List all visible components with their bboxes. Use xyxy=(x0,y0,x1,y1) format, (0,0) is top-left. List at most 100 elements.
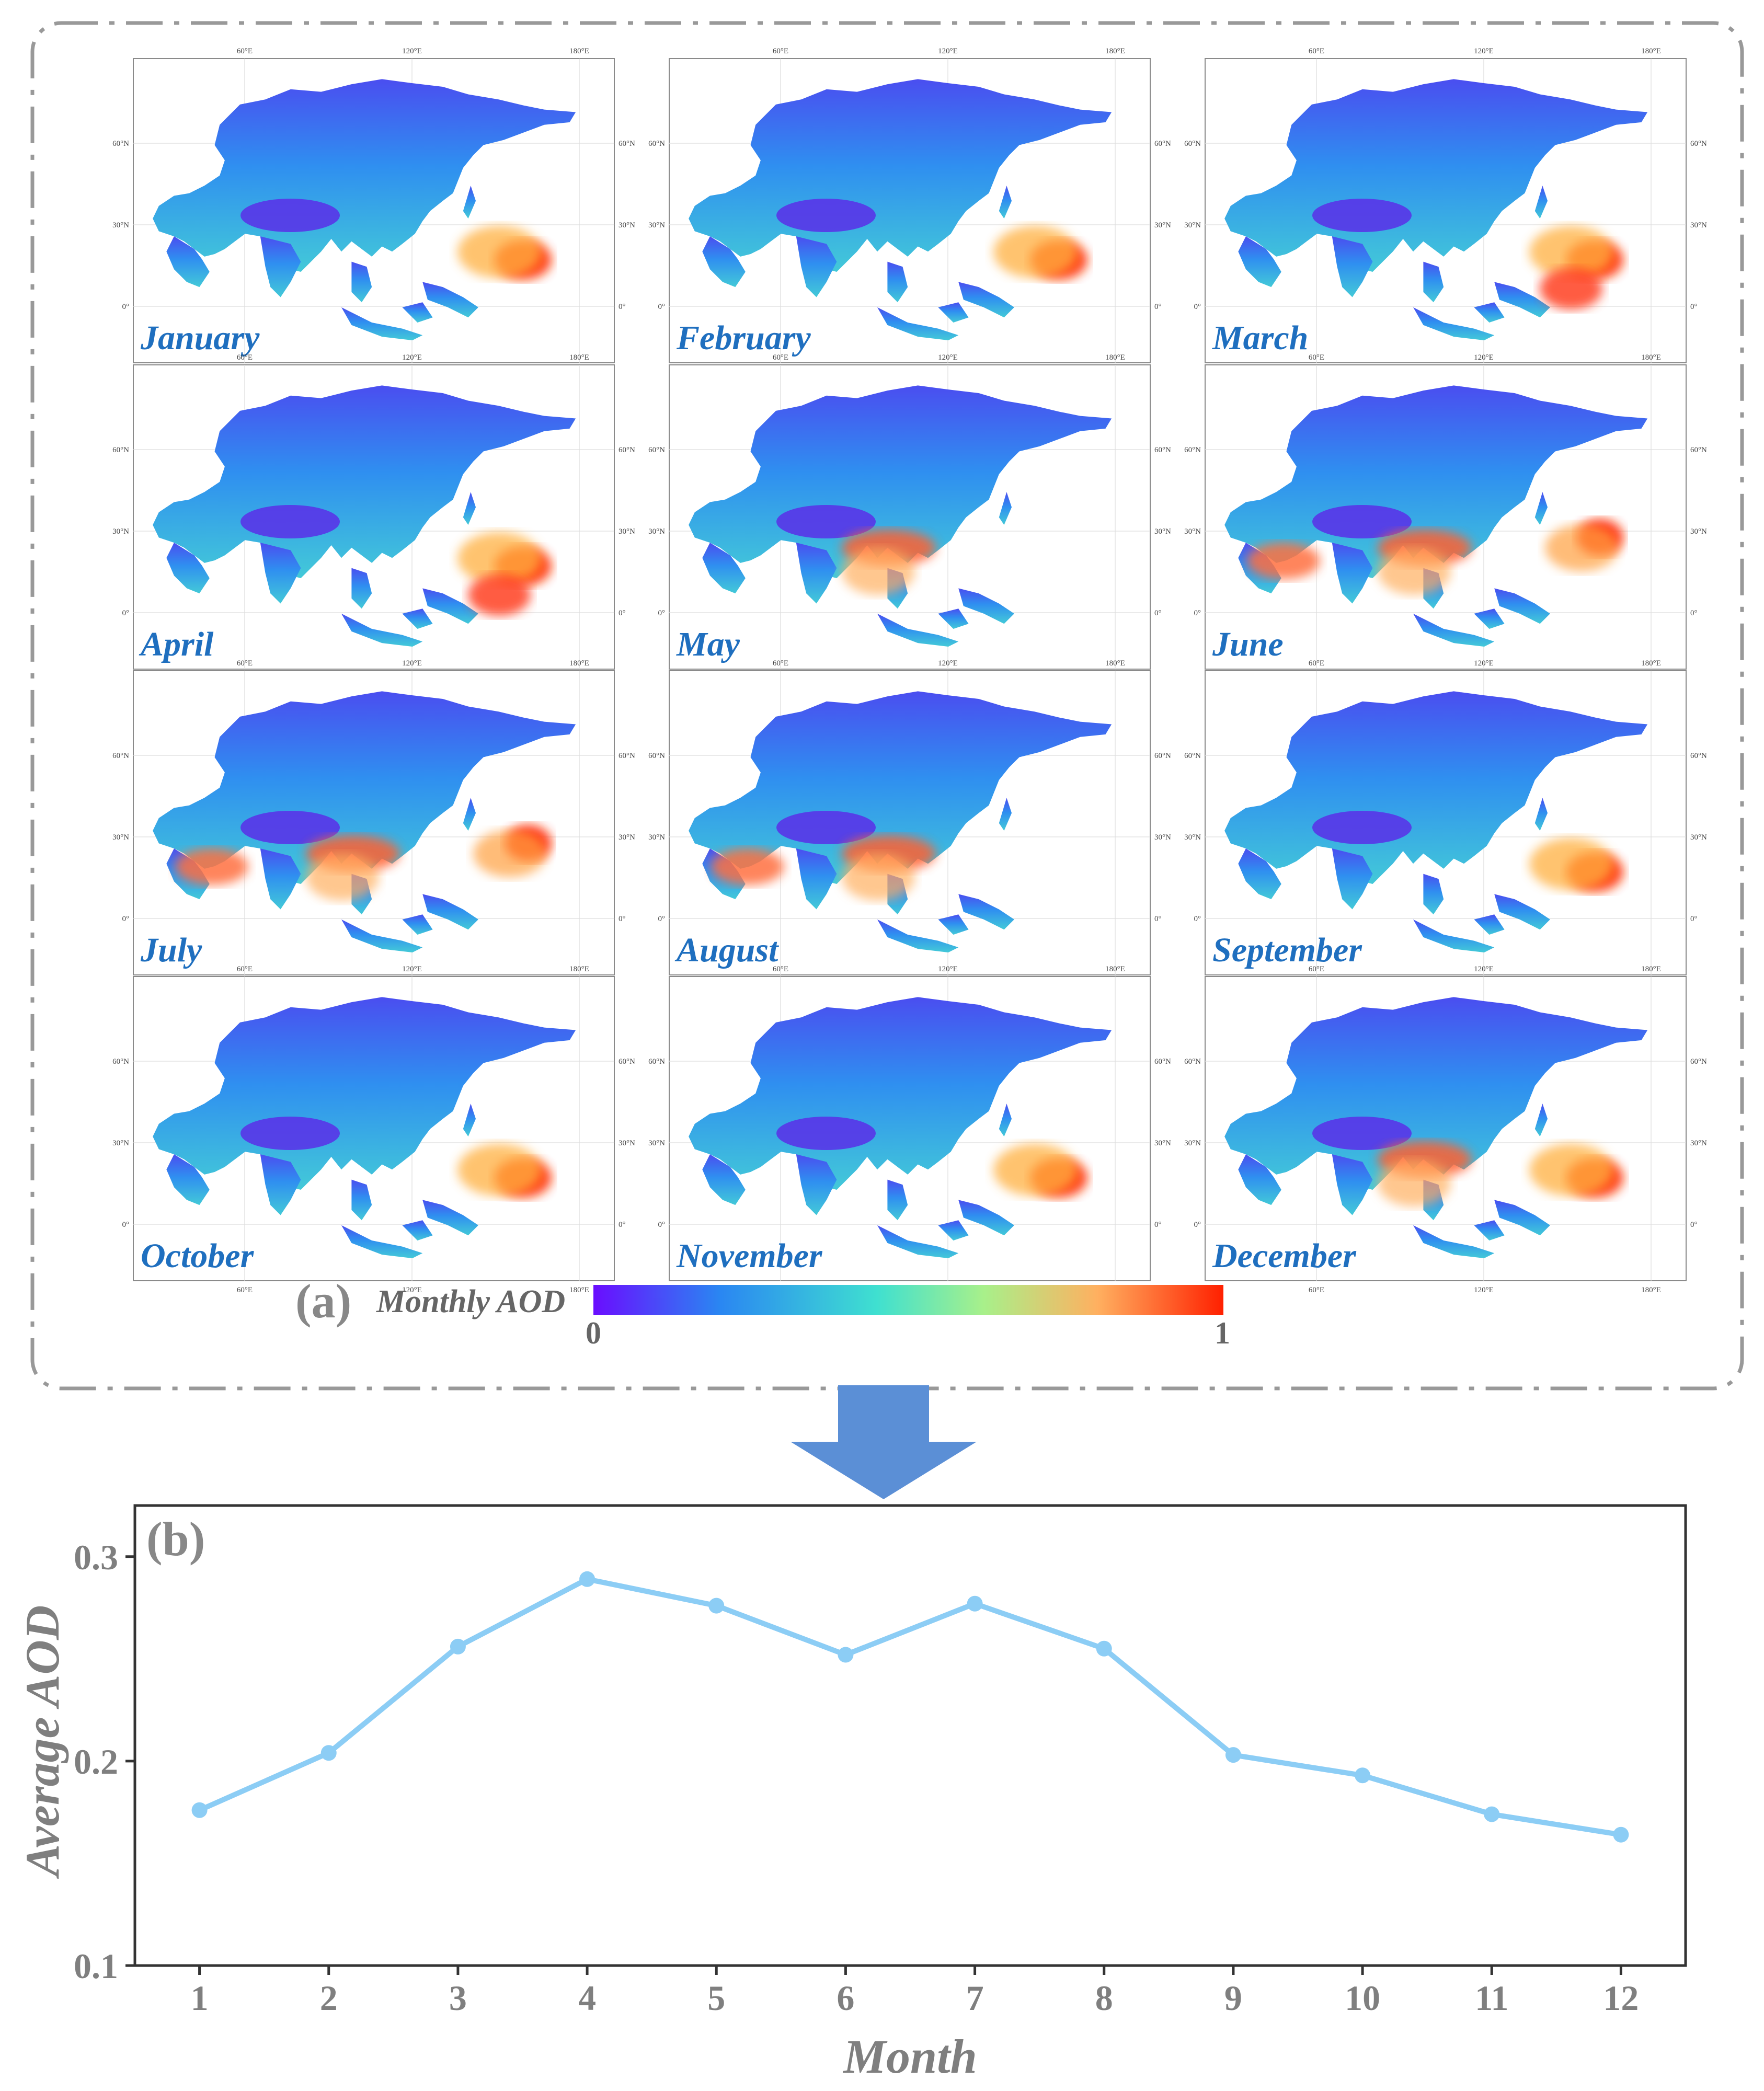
lon-tick-label: 180°E xyxy=(1105,353,1125,362)
map-image xyxy=(133,976,614,1281)
lat-tick-label: 60°N xyxy=(112,1058,129,1066)
lon-tick-label: 120°E xyxy=(1474,659,1494,668)
colorbar-title: Monthly AOD xyxy=(376,1284,565,1319)
x-tick-label: 9 xyxy=(1224,1978,1242,2018)
lon-tick-label: 180°E xyxy=(569,659,589,668)
lat-tick-label: 30°N xyxy=(1154,221,1171,229)
x-tick-label: 11 xyxy=(1475,1978,1508,2018)
map-month-label: January xyxy=(140,319,260,357)
map-image xyxy=(133,59,614,363)
lon-tick-label: 120°E xyxy=(938,965,958,973)
lat-tick-label: 60°N xyxy=(112,752,129,760)
data-point-month-11 xyxy=(1484,1806,1500,1822)
lon-tick-label: 120°E xyxy=(1474,965,1494,973)
lat-tick-label: 30°N xyxy=(1154,1139,1171,1147)
lat-tick-label: 30°N xyxy=(648,833,665,842)
lat-tick-label: 30°N xyxy=(112,1139,129,1147)
map-image xyxy=(1205,976,1686,1281)
lat-tick-label: 60°N xyxy=(648,752,665,760)
lat-tick-label: 0° xyxy=(1194,1221,1201,1229)
map-image xyxy=(133,671,614,975)
data-point-month-12 xyxy=(1613,1826,1629,1843)
map-panel-march: 60°E 60°E 120°E 120°E 180°E 180°E 60°N 60°N 30°N… xyxy=(1184,47,1707,376)
lat-tick-label: 30°N xyxy=(1184,1139,1201,1147)
map-panel-january: 60°E 60°E 120°E 120°E 180°E 180°E 60°N 60°N 30°N… xyxy=(112,47,635,376)
lat-tick-label: 60°N xyxy=(618,1058,635,1066)
lon-tick-label: 120°E xyxy=(1474,1286,1494,1294)
aod-hotspot-east-china xyxy=(457,532,541,584)
map-panel-september: 60°E 60°E 120°E 120°E 180°E 180°E 60°N 60°N 30°N… xyxy=(1184,659,1707,989)
x-tick-label: 8 xyxy=(1095,1978,1113,2018)
data-point-month-6 xyxy=(838,1647,854,1663)
x-tick-label: 2 xyxy=(320,1978,338,2018)
map-month-label: November xyxy=(676,1237,823,1275)
lat-tick-label: 0° xyxy=(618,915,626,923)
lat-tick-label: 30°N xyxy=(648,1139,665,1147)
lon-tick-label: 120°E xyxy=(402,47,422,55)
panel-b-label: (b) xyxy=(146,1512,205,1566)
lat-tick-label: 60°N xyxy=(1154,1058,1171,1066)
aod-hotspot-india xyxy=(1378,1159,1451,1207)
aod-hotspot-arabia xyxy=(175,848,248,885)
lon-tick-label: 180°E xyxy=(1105,965,1125,973)
lat-tick-label: 30°N xyxy=(1690,527,1707,536)
map-month-label: July xyxy=(140,931,202,969)
map-image xyxy=(669,365,1150,669)
data-point-month-4 xyxy=(579,1571,595,1587)
lat-tick-label: 60°N xyxy=(1184,1058,1201,1066)
lon-tick-label: 60°E xyxy=(773,47,788,55)
lon-tick-label: 60°E xyxy=(773,965,788,973)
map-month-label: December xyxy=(1212,1237,1357,1275)
lat-tick-label: 30°N xyxy=(1184,221,1201,229)
lon-tick-label: 60°E xyxy=(1309,47,1324,55)
x-tick-label: 5 xyxy=(707,1978,725,2018)
lon-tick-label: 180°E xyxy=(569,353,589,362)
lat-tick-label: 0° xyxy=(1194,915,1201,923)
aod-hotspot-india xyxy=(842,548,915,595)
lat-tick-label: 60°N xyxy=(648,1058,665,1066)
lat-tick-label: 60°N xyxy=(648,446,665,454)
lat-tick-label: 0° xyxy=(1154,609,1162,617)
lat-tick-label: 0° xyxy=(1194,303,1201,311)
lon-tick-label: 180°E xyxy=(569,965,589,973)
lat-tick-label: 60°N xyxy=(618,140,635,148)
lat-tick-label: 30°N xyxy=(112,527,129,536)
lat-tick-label: 60°N xyxy=(1690,752,1707,760)
lon-tick-label: 120°E xyxy=(1474,353,1494,362)
lat-tick-label: 0° xyxy=(658,915,666,923)
colorbar xyxy=(593,1285,1223,1315)
lat-tick-label: 0° xyxy=(122,915,130,923)
lat-tick-label: 60°N xyxy=(112,140,129,148)
down-arrow-icon xyxy=(791,1385,977,1499)
data-point-month-5 xyxy=(708,1598,725,1614)
lat-tick-label: 30°N xyxy=(1154,527,1171,536)
lat-tick-label: 0° xyxy=(122,303,130,311)
colorbar-min-label: 0 xyxy=(586,1316,601,1350)
lat-tick-label: 60°N xyxy=(112,446,129,454)
lat-tick-label: 60°N xyxy=(1154,446,1171,454)
lat-tick-label: 30°N xyxy=(618,833,635,842)
aod-hotspot-arabia xyxy=(711,848,784,885)
lon-tick-label: 60°E xyxy=(1309,965,1324,973)
lon-tick-label: 120°E xyxy=(402,965,422,973)
map-month-label: February xyxy=(676,319,811,357)
aod-hotspot-india xyxy=(842,854,915,901)
aod-hotspot-north-china xyxy=(473,830,546,877)
map-panel-august: 60°E 60°E 120°E 120°E 180°E 180°E 60°N 60°N 30°N… xyxy=(648,659,1171,989)
lat-tick-label: 60°N xyxy=(1690,446,1707,454)
map-month-label: August xyxy=(674,931,779,969)
lat-tick-label: 30°N xyxy=(618,1139,635,1147)
lat-tick-label: 60°N xyxy=(1184,752,1201,760)
lat-tick-label: 0° xyxy=(1194,609,1201,617)
series-line xyxy=(197,1576,1624,1837)
lon-tick-label: 60°E xyxy=(1309,659,1324,668)
aod-hotspot-india xyxy=(306,854,379,901)
lat-tick-label: 0° xyxy=(1690,1221,1698,1229)
lat-tick-label: 30°N xyxy=(648,221,665,229)
lat-tick-label: 0° xyxy=(122,609,130,617)
aod-hotspot-north-china xyxy=(1545,524,1618,571)
map-image xyxy=(669,59,1150,363)
lat-tick-label: 30°N xyxy=(1184,527,1201,536)
lon-tick-label: 120°E xyxy=(402,659,422,668)
